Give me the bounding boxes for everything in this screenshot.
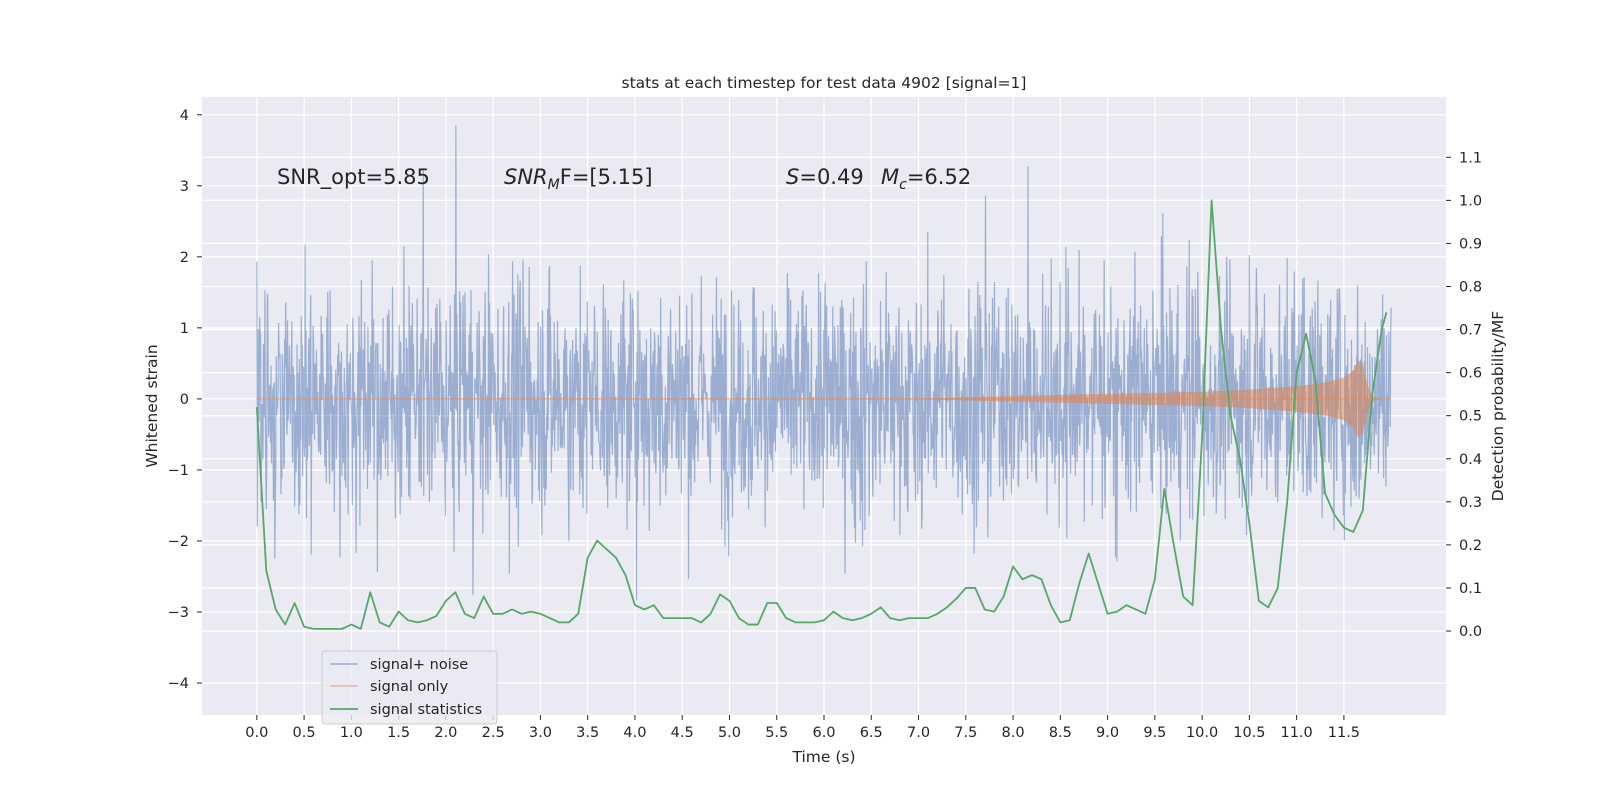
y-right-tick-label: 0.0 (1459, 624, 1482, 640)
signal-statistics-line (255, 199, 1388, 630)
x-tick-label: 11.0 (1280, 725, 1312, 741)
signal-noise-line (256, 125, 1392, 601)
x-tick-label: 3.0 (529, 725, 552, 741)
signal-noise-series (256, 125, 1392, 601)
x-tick-label: 5.5 (765, 725, 788, 741)
annotation-mc-name: M (881, 165, 899, 189)
x-tick-label: 5.0 (718, 725, 741, 741)
annotation-s-name: S (786, 165, 799, 189)
y-right-tick-label: 0.9 (1459, 236, 1482, 252)
x-tick-label: 7.0 (907, 725, 930, 741)
x-tick-label: 6.0 (812, 725, 835, 741)
chart-title: stats at each timestep for test data 490… (622, 74, 1027, 92)
annotation-snr-mf-base: SNR (504, 165, 548, 189)
annotation-s-value: =0.49 (799, 165, 863, 189)
annotation-mc-sub: c (899, 177, 907, 193)
y-right-tick-label: 0.2 (1459, 538, 1482, 554)
signal-only-series (256, 359, 1392, 438)
annotation-snr-mf-rest: F=[5.15] (560, 165, 653, 189)
x-tick-label: 8.5 (1049, 725, 1072, 741)
y-left-tick-label: 3 (180, 179, 189, 195)
x-tick-label: 2.5 (482, 725, 505, 741)
x-tick-label: 6.5 (860, 725, 883, 741)
legend-entry-signal-statistics: signal statistics (370, 702, 482, 718)
x-tick-label: 9.0 (1096, 725, 1119, 741)
annotation-snr-mf-sub: M (548, 177, 560, 193)
x-tick-label: 1.5 (387, 725, 410, 741)
y-right-tick-label: 0.4 (1459, 452, 1482, 468)
y-left-tick-label: 2 (180, 250, 189, 266)
signal-statistics-series (255, 199, 1388, 630)
y-axis-label-right: Detection probability/MF (1489, 311, 1507, 502)
y-right-tick-label: 0.7 (1459, 323, 1482, 339)
ticks: 0.0 0.5 1.0 1.5 2.0 2.5 3.0 3.5 4.0 4.5 5.0 5.5 6.0 6… (168, 108, 1482, 741)
annotation-mc: Mc=6.52 (881, 165, 971, 193)
annotation-s: S=0.49 (786, 165, 864, 189)
annotation-snr-opt: SNR_opt=5.85 (277, 165, 430, 190)
legend-entry-signal-only: signal only (370, 679, 449, 695)
y-right-tick-label: 1.1 (1459, 150, 1482, 166)
y-axis-label-left: Whitened strain (143, 344, 161, 467)
x-tick-label: 4.5 (671, 725, 694, 741)
y-right-tick-label: 0.1 (1459, 581, 1482, 597)
annotation-snr-mf: SNRMF=[5.15] (504, 165, 653, 193)
x-tick-label: 0.0 (245, 725, 268, 741)
y-left-tick-label: −2 (168, 534, 189, 550)
x-tick-label: 10.0 (1186, 725, 1218, 741)
x-tick-label: 7.5 (954, 725, 977, 741)
y-right-tick-label: 0.3 (1459, 495, 1482, 511)
x-tick-label: 10.5 (1233, 725, 1265, 741)
x-axis-label: Time (s) (791, 748, 855, 766)
x-tick-label: 0.5 (293, 725, 316, 741)
y-left-tick-label: −3 (168, 605, 189, 621)
y-left-tick-label: −1 (168, 463, 189, 479)
x-tick-label: 11.5 (1328, 725, 1360, 741)
y-right-tick-label: 0.6 (1459, 366, 1482, 382)
y-right-tick-label: 0.5 (1459, 409, 1482, 425)
y-left-tick-label: 4 (180, 108, 189, 124)
y-left-tick-label: 1 (180, 321, 189, 337)
y-left-tick-label: 0 (180, 392, 189, 408)
y-left-tick-label: −4 (168, 676, 189, 692)
y-right-tick-label: 0.8 (1459, 279, 1482, 295)
x-tick-label: 3.5 (576, 725, 599, 741)
x-tick-label: 1.0 (340, 725, 363, 741)
x-tick-label: 4.0 (623, 725, 646, 741)
legend-box (321, 650, 498, 725)
x-tick-label: 8.0 (1002, 725, 1025, 741)
legend: signal+ noise signal only signal statist… (321, 650, 498, 725)
legend-entry-signal-noise: signal+ noise (370, 657, 468, 673)
y-right-tick-label: 1.0 (1459, 193, 1482, 209)
x-tick-label: 2.0 (434, 725, 457, 741)
x-tick-label: 9.5 (1143, 725, 1166, 741)
annotation-mc-value: =6.52 (907, 165, 971, 189)
